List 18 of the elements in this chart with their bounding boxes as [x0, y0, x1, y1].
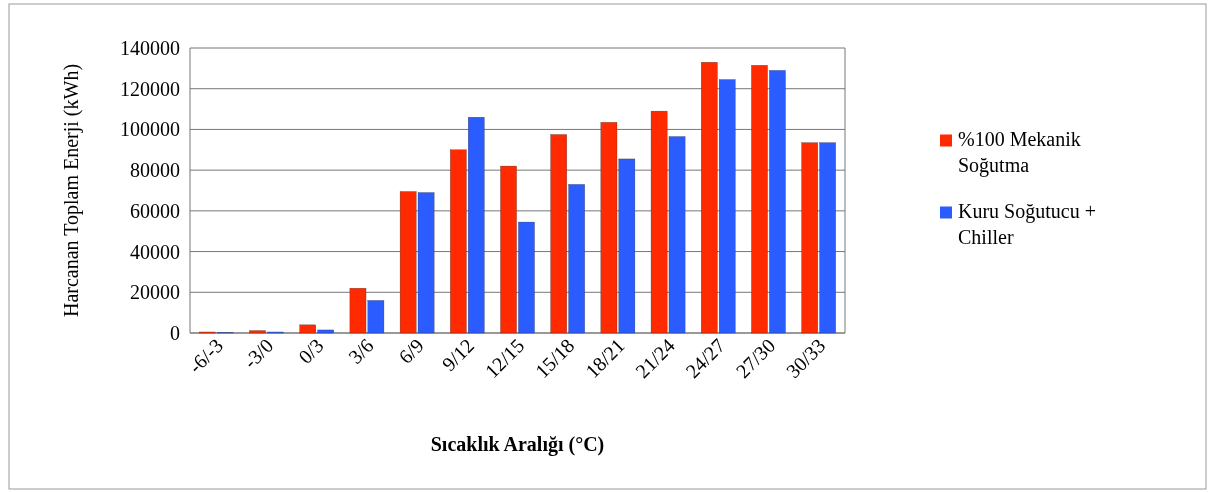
y-tick-label: 80000 [130, 159, 180, 182]
y-tick-label: 20000 [130, 281, 180, 304]
legend-label: %100 Mekanik Soğutma [958, 127, 1081, 177]
x-tick-label: 0/3 [293, 334, 328, 368]
x-tick-label: -3/0 [239, 334, 278, 373]
y-tick-label: 140000 [120, 37, 180, 59]
y-tick-label: 40000 [130, 240, 180, 263]
x-tick-label: 3/6 [344, 334, 378, 368]
legend-label: Kuru Soğutucu + Chiller [958, 199, 1096, 248]
x-tick-label: -6/-3 [184, 334, 228, 378]
y-axis-title: Harcanan Toplam Enerji (kWh) [60, 63, 83, 318]
y-tick-label: 120000 [120, 77, 180, 100]
x-tick-label: 9/12 [437, 334, 479, 375]
y-tick-label: 60000 [130, 199, 180, 222]
x-axis-title: Sıcaklık Aralığı (°C) [430, 433, 605, 456]
y-tick-label: 0 [170, 322, 180, 344]
x-tick-label: 6/9 [394, 334, 428, 368]
y-tick-label: 100000 [120, 118, 180, 141]
